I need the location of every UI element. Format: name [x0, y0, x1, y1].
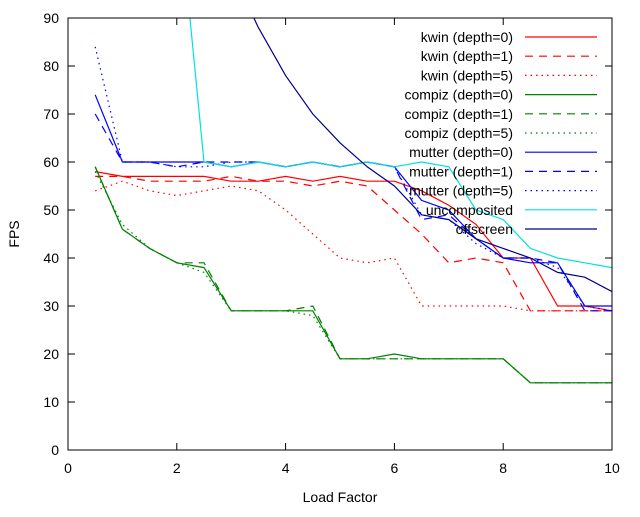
legend-label: kwin (depth=5) — [421, 67, 513, 83]
series-line-6 — [94, 94, 612, 307]
series-line-10 — [253, 18, 612, 293]
series-line-2 — [95, 180, 612, 312]
legend-label: mutter (depth=0) — [409, 144, 513, 160]
legend-label: kwin (depth=1) — [421, 48, 513, 64]
x-tick-label: 10 — [604, 460, 620, 476]
legend-label: uncomposited — [426, 202, 513, 218]
legend-label: compiz (depth=5) — [404, 125, 513, 141]
series-line-4 — [94, 166, 612, 384]
y-tick-label: 30 — [43, 298, 59, 314]
legend-label: offscreen — [456, 221, 513, 237]
x-tick-label: 8 — [499, 460, 507, 476]
plot-border — [67, 17, 613, 451]
x-tick-label: 6 — [391, 460, 399, 476]
x-axis-label: Load Factor — [303, 489, 378, 505]
series-lines — [94, 18, 612, 384]
y-tick-label: 40 — [43, 250, 59, 266]
y-tick-label: 10 — [43, 394, 59, 410]
y-tick-label: 90 — [43, 10, 59, 26]
y-tick-label: 0 — [51, 442, 59, 458]
legend-label: mutter (depth=5) — [409, 183, 513, 199]
series-line-0 — [95, 171, 612, 312]
legend-label: compiz (depth=0) — [404, 87, 513, 103]
series-line-5 — [94, 171, 612, 384]
y-tick-label: 80 — [43, 58, 59, 74]
legend-label: kwin (depth=0) — [421, 29, 513, 45]
series-line-1 — [95, 175, 612, 312]
x-tick-label: 2 — [173, 460, 181, 476]
series-line-3 — [94, 166, 612, 384]
y-tick-label: 70 — [43, 106, 59, 122]
x-tick-label: 4 — [282, 460, 290, 476]
axes: 0 2 4 6 8 10 0 10 20 30 40 50 60 70 80 90 — [43, 10, 620, 476]
y-tick-label: 20 — [43, 346, 59, 362]
series-line-7 — [94, 113, 612, 312]
y-tick-label: 60 — [43, 154, 59, 170]
y-axis-label: FPS — [6, 220, 22, 247]
x-tick-label: 0 — [64, 460, 72, 476]
legend: kwin (depth=0) kwin (depth=1) kwin (depth=… — [404, 29, 597, 237]
legend-label: mutter (depth=1) — [409, 163, 513, 179]
y-tick-label: 50 — [43, 202, 59, 218]
series-line-9 — [189, 18, 612, 269]
legend-label: compiz (depth=1) — [404, 106, 513, 122]
